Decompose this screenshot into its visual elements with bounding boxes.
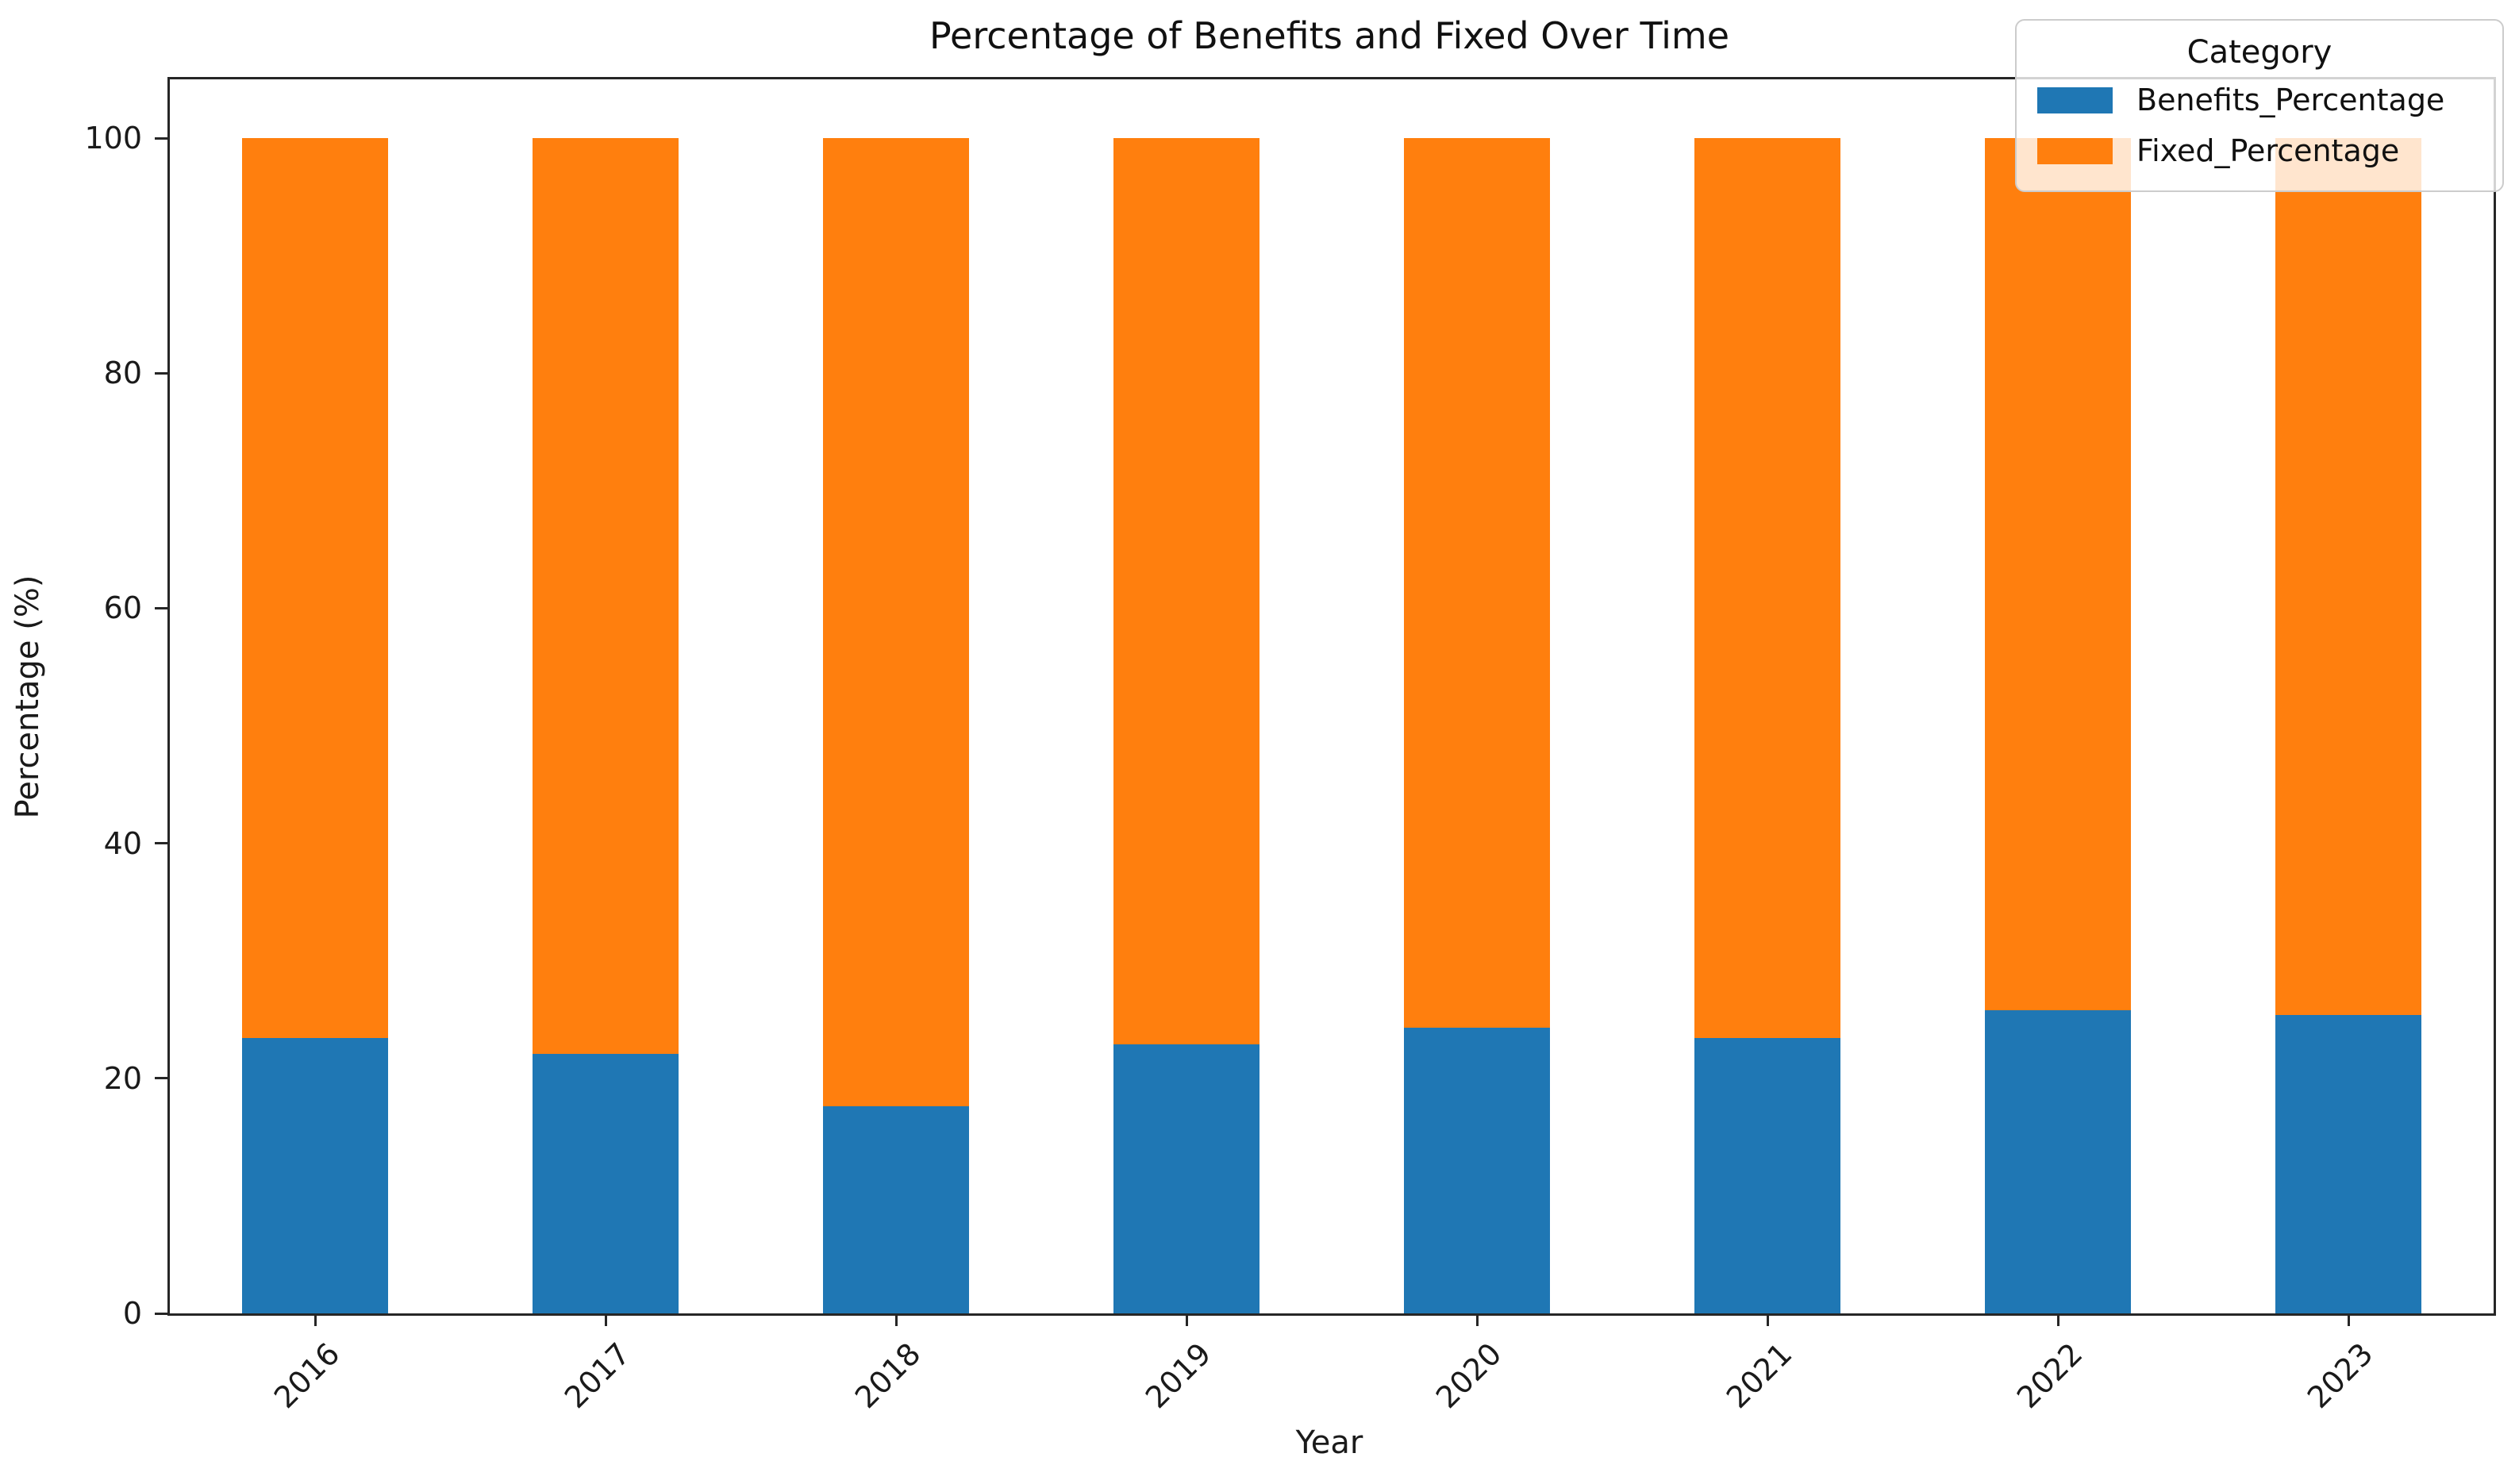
x-tick-mark	[2056, 1313, 2059, 1326]
bar-2019-benefits_percentage	[1113, 1044, 1260, 1313]
bar-2016-benefits_percentage	[241, 1038, 389, 1313]
legend-item-benefits_percentage: Benefits_Percentage	[2017, 75, 2502, 125]
chart-title: Percentage of Benefits and Fixed Over Ti…	[929, 14, 1730, 57]
y-tick-label: 80	[103, 356, 142, 391]
bar-2021-fixed_percentage	[1694, 138, 1841, 1039]
y-tick-label: 40	[103, 825, 142, 861]
x-tick-label-text: 2022	[2010, 1336, 2090, 1416]
x-tick-label-text: 2017	[558, 1336, 637, 1416]
x-tick-label-text: 2020	[1429, 1336, 1509, 1416]
bar-2017-fixed_percentage	[532, 138, 679, 1054]
bar-2018-benefits_percentage	[822, 1106, 970, 1313]
bar-2022-fixed_percentage	[1984, 138, 2132, 1010]
bar-2019-fixed_percentage	[1113, 138, 1260, 1044]
x-tick-mark	[894, 1313, 898, 1326]
x-tick-mark	[2347, 1313, 2350, 1326]
x-tick-label-text: 2019	[1139, 1336, 1218, 1416]
legend: Category Benefits_Percentage Fixed_Percen…	[2015, 19, 2504, 192]
y-tick-mark	[155, 606, 167, 609]
legend-label: Benefits_Percentage	[2136, 83, 2445, 117]
plot-area: 0 20 40 60 80 100 2016 2017 2018 2019 2020 2021 2022…	[84, 77, 2496, 1415]
x-axis-label: Year	[1295, 1424, 1363, 1461]
legend-title: Category	[2186, 34, 2332, 71]
y-tick-label: 20	[103, 1060, 142, 1096]
y-tick-mark	[155, 371, 167, 375]
bar-2016-fixed_percentage	[241, 138, 389, 1039]
y-tick-mark	[155, 136, 167, 140]
y-tick-mark	[155, 1077, 167, 1080]
bar-2017-benefits_percentage	[532, 1053, 679, 1313]
legend-label: Fixed_Percentage	[2136, 133, 2400, 168]
bar-2023-benefits_percentage	[2275, 1014, 2422, 1313]
bar-2018-fixed_percentage	[822, 138, 970, 1107]
bar-2022-benefits_percentage	[1984, 1009, 2132, 1313]
y-tick-mark	[155, 842, 167, 845]
legend-swatch-benefits_percentage	[2037, 87, 2113, 113]
y-tick-label: 0	[122, 1296, 142, 1331]
legend-swatch-fixed_percentage	[2037, 137, 2113, 164]
x-tick-mark	[1185, 1313, 1188, 1326]
x-tick-label-text: 2016	[267, 1336, 347, 1416]
bar-2020-benefits_percentage	[1403, 1028, 1551, 1313]
y-tick-mark	[155, 1312, 167, 1315]
legend-item-fixed_percentage: Fixed_Percentage	[2017, 125, 2502, 176]
x-tick-mark	[604, 1313, 607, 1326]
x-tick-mark	[1766, 1313, 1769, 1326]
x-tick-mark	[313, 1313, 317, 1326]
y-tick-label: 100	[84, 121, 142, 156]
bar-2023-fixed_percentage	[2275, 138, 2422, 1015]
x-tick-label-text: 2021	[1720, 1336, 1799, 1416]
y-axis-label: Percentage (%)	[10, 575, 46, 819]
x-tick-label-text: 2023	[2301, 1336, 2380, 1416]
y-tick-label: 60	[103, 590, 142, 626]
x-tick-label-text: 2018	[848, 1336, 928, 1416]
bar-2020-fixed_percentage	[1403, 138, 1551, 1028]
bar-2021-benefits_percentage	[1694, 1038, 1841, 1313]
x-tick-mark	[1475, 1313, 1479, 1326]
